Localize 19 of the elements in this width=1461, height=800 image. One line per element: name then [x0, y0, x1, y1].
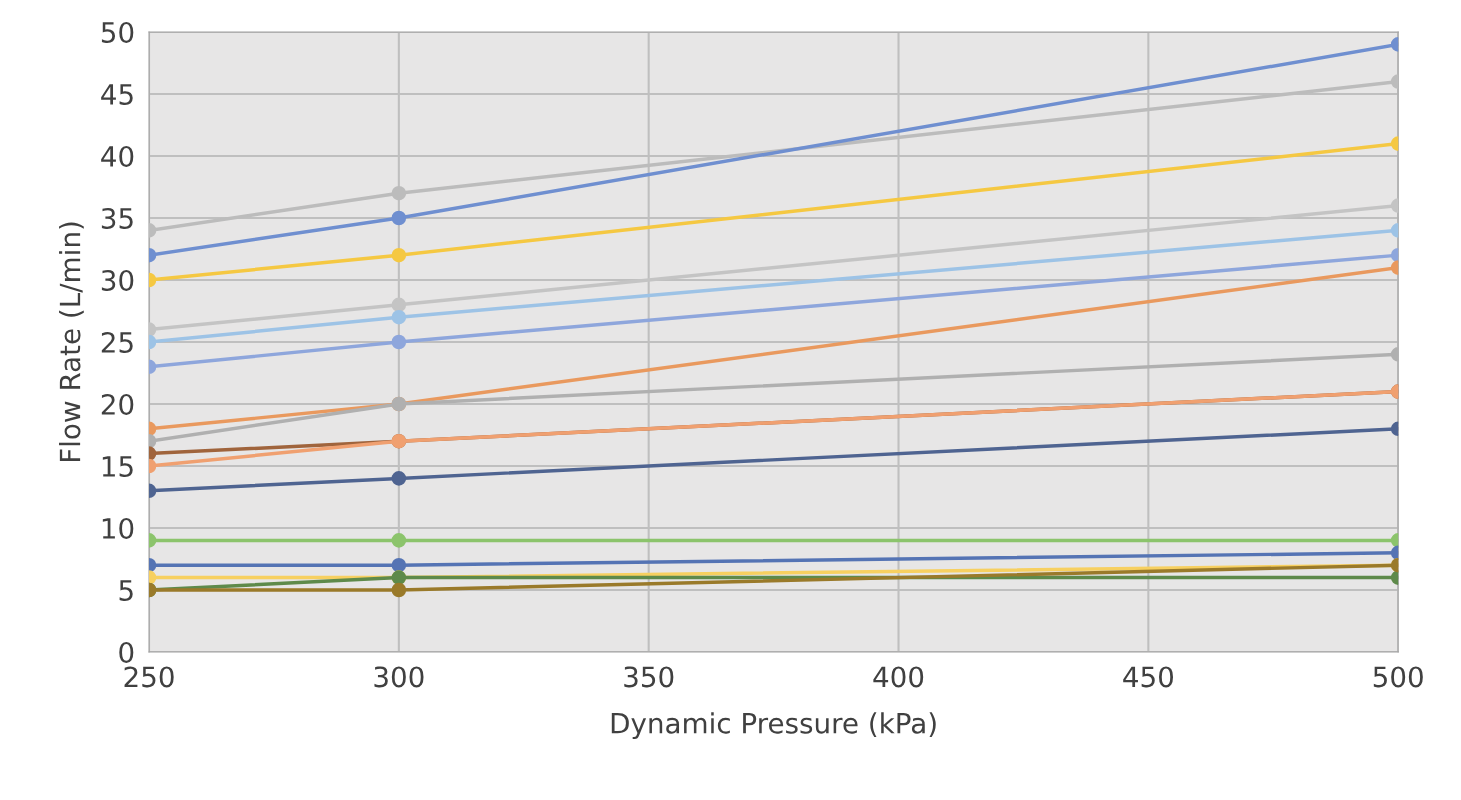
- y-tick-label: 15: [102, 456, 133, 477]
- x-tick-label: 300: [374, 666, 424, 688]
- y-tick-label: 50: [101, 21, 134, 43]
- y-axis-title: Flow Rate (L/min): [59, 222, 84, 462]
- x-axis-title: Dynamic Pressure (kPa): [611, 712, 936, 740]
- y-tick-label: 30: [101, 269, 134, 291]
- y-tick-label: 5: [119, 580, 133, 601]
- x-tick-label: 350: [624, 666, 674, 688]
- y-tick-label: 10: [102, 517, 134, 539]
- y-tick-label: 45: [101, 84, 133, 105]
- y-tick-label: 40: [101, 145, 134, 167]
- y-tick-label: 0: [119, 641, 134, 663]
- y-tick-label: 25: [101, 331, 133, 353]
- x-tick-label: 450: [1123, 666, 1174, 688]
- x-tick-label: 400: [873, 666, 924, 688]
- x-tick-label: 250: [124, 666, 174, 688]
- y-tick-label: 20: [101, 393, 134, 415]
- y-tick-label: 35: [101, 207, 133, 229]
- x-tick-label: 500: [1373, 666, 1423, 688]
